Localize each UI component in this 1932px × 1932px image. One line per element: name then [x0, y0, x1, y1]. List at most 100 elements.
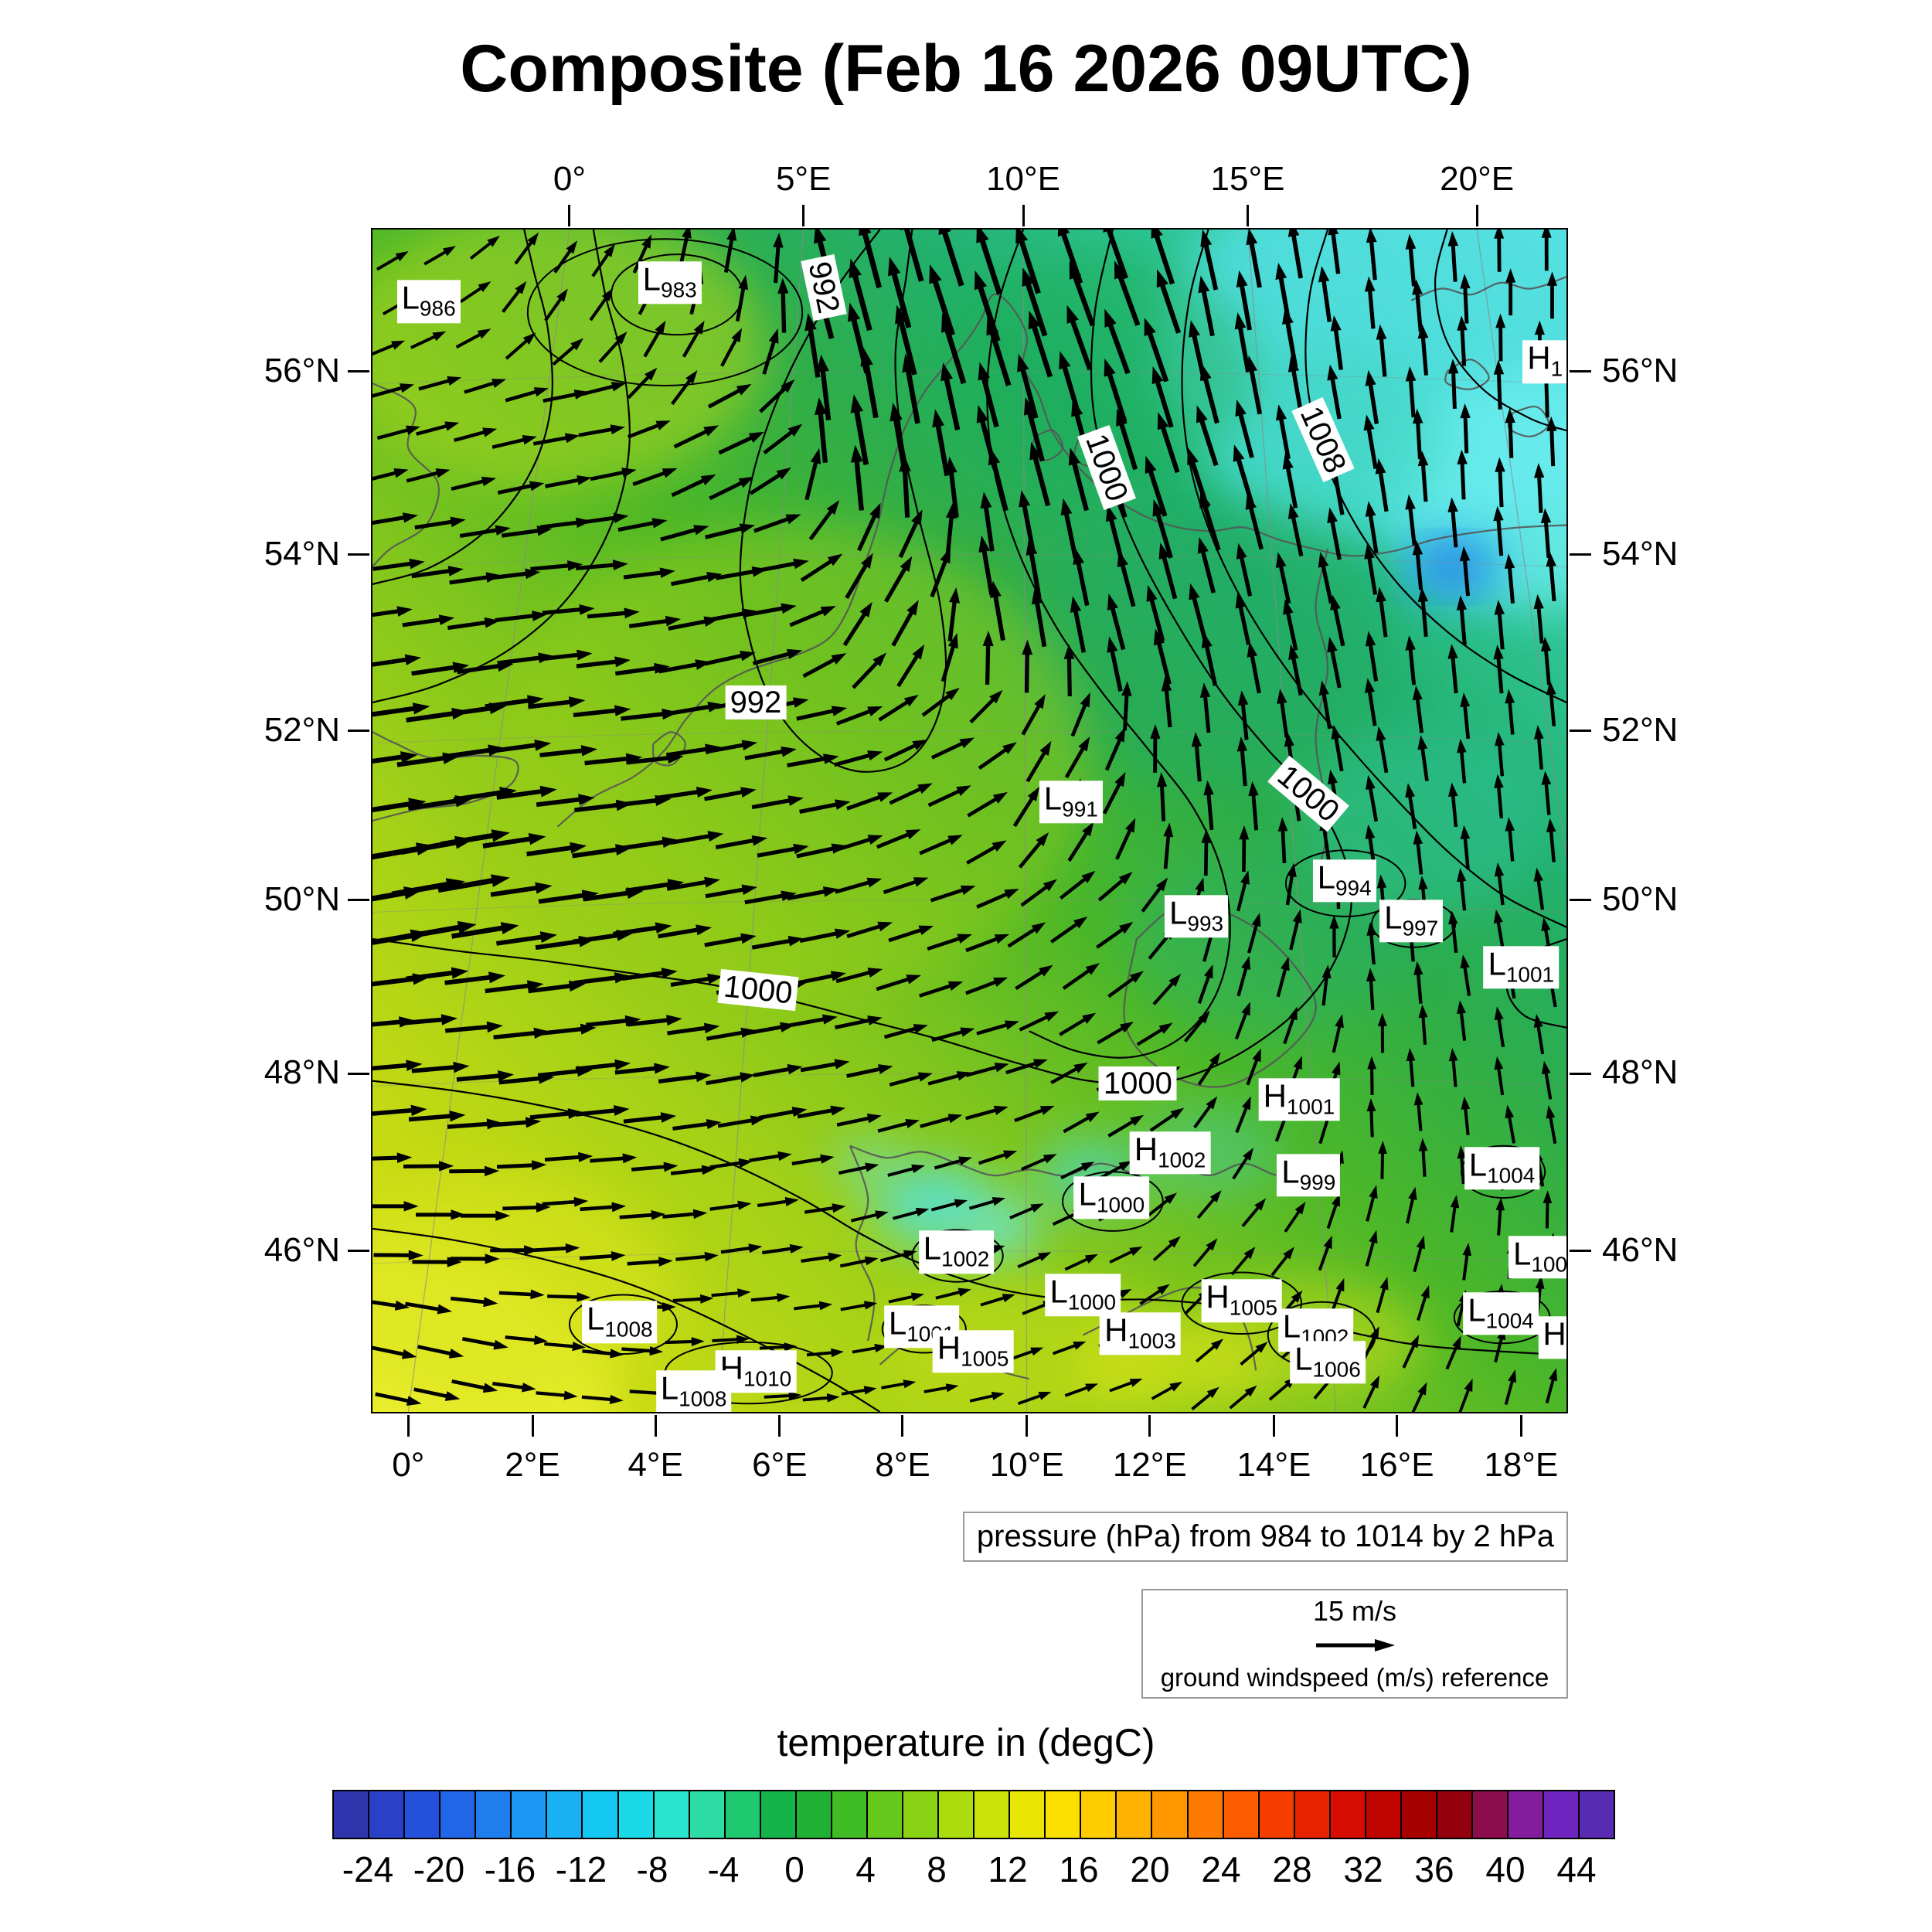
colorbar-cell: [1152, 1791, 1189, 1838]
lat-axis-label: 46°N: [1602, 1230, 1679, 1269]
colorbar-cell: [832, 1791, 868, 1838]
isobar-value-label: 1000: [1267, 755, 1350, 832]
pressure-center-label: L100: [1508, 1235, 1566, 1279]
colorbar-tick-label: 44: [1556, 1849, 1597, 1889]
axis-tick: [348, 1250, 369, 1253]
lon-axis-label: 5°E: [776, 160, 832, 198]
pressure-center-label: L994: [1312, 859, 1376, 903]
lat-axis-label: 56°N: [264, 351, 340, 389]
colorbar-cell: [512, 1791, 548, 1838]
axis-tick: [348, 1072, 369, 1075]
colorbar-cell: [1046, 1791, 1082, 1838]
pressure-center-label: H1001: [1258, 1078, 1340, 1121]
colorbar-tick-label: 8: [927, 1849, 947, 1889]
colorbar-cell: [796, 1791, 832, 1838]
colorbar-tick-label: 32: [1343, 1849, 1383, 1889]
isobar-layer: [372, 230, 1566, 1412]
colorbar-cell: [903, 1791, 940, 1838]
colorbar-cell: [1117, 1791, 1153, 1838]
colorbar-cell: [405, 1791, 441, 1838]
colorbar-tick-label: 12: [988, 1849, 1028, 1889]
colorbar-cell: [583, 1791, 619, 1838]
pressure-center-label: L993: [1165, 895, 1229, 938]
axis-tick: [654, 1415, 657, 1437]
lat-axis-label: 54°N: [264, 534, 340, 573]
lon-axis-label: 12°E: [1112, 1446, 1187, 1484]
pressure-center-label: L1002: [918, 1230, 995, 1274]
colorbar-cell: [1366, 1791, 1402, 1838]
lon-axis-label: 10°E: [986, 160, 1060, 198]
colorbar-cell: [1401, 1791, 1437, 1838]
colorbar-tick-label: -20: [413, 1849, 465, 1889]
lon-axis-label: 20°E: [1440, 160, 1515, 198]
axis-tick: [1570, 1250, 1591, 1253]
axis-tick: [1026, 1415, 1029, 1437]
axis-tick: [1570, 730, 1591, 733]
lon-axis-label: 16°E: [1359, 1446, 1434, 1484]
axis-tick: [1570, 1072, 1591, 1075]
colorbar-cell: [867, 1791, 903, 1838]
colorbar-tick-label: 16: [1059, 1849, 1099, 1889]
axis-tick: [802, 205, 805, 226]
pressure-center-label: H1: [1522, 340, 1566, 384]
pressure-range-caption: pressure (hPa) from 984 to 1014 by 2 hPa: [962, 1512, 1568, 1562]
pressure-center-label: L1004: [1463, 1292, 1539, 1335]
wind-reference-speed: 15 m/s: [1312, 1595, 1397, 1627]
pressure-center-label: L1004: [1464, 1147, 1540, 1190]
pressure-center-label: L1006: [1290, 1341, 1366, 1384]
isobar-value-label: 1000: [1077, 424, 1137, 510]
axis-tick: [348, 553, 369, 556]
colorbar-title: temperature in (degC): [777, 1721, 1155, 1764]
colorbar-cell: [547, 1791, 583, 1838]
axis-tick: [406, 1415, 410, 1437]
colorbar-cell: [1473, 1791, 1509, 1838]
colorbar-cell: [1188, 1791, 1224, 1838]
colorbar-tick-label: -4: [707, 1849, 740, 1889]
pressure-center-label: L1001: [1483, 946, 1560, 989]
colorbar-cell: [975, 1791, 1011, 1838]
isobar-value-label: 1000: [1098, 1066, 1177, 1100]
colorbar-cell: [618, 1791, 655, 1838]
pressure-center-label: L997: [1379, 900, 1444, 943]
lon-axis-label: 4°E: [628, 1446, 683, 1484]
colorbar-cell: [1294, 1791, 1331, 1838]
pressure-center-label: H1003: [1100, 1312, 1181, 1355]
map-label-overlay: 992 1000 1008 992 1000 1000 1000 L986 L983 H1 L991…: [372, 230, 1566, 1412]
colorbar-tick-label: -16: [484, 1849, 536, 1889]
colorbar-tick-label: 28: [1272, 1849, 1312, 1889]
colorbar-tick-label: 24: [1201, 1849, 1241, 1889]
colorbar-tick-label: 40: [1485, 1849, 1526, 1889]
colorbar-cell: [1010, 1791, 1046, 1838]
pressure-center-label: L1000: [1045, 1273, 1121, 1317]
lat-axis-label: 54°N: [1602, 534, 1679, 573]
axis-tick: [348, 370, 369, 373]
colorbar-cell: [1223, 1791, 1260, 1838]
colorbar-cell: [689, 1791, 726, 1838]
colorbar-cell: [1330, 1791, 1366, 1838]
isobar-value-label: 992: [725, 685, 787, 719]
pressure-center-label: L999: [1277, 1154, 1341, 1197]
pressure-center-label: H1002: [1129, 1131, 1211, 1175]
isobar-value-label: 1008: [1291, 397, 1355, 483]
lon-axis-label: 14°E: [1236, 1446, 1311, 1484]
pressure-center-label: L983: [638, 261, 702, 304]
lon-axis-label: 6°E: [752, 1446, 808, 1484]
lon-axis-label: 18°E: [1484, 1446, 1559, 1484]
colorbar-cell: [334, 1791, 370, 1838]
colorbar-tick-label: 0: [784, 1849, 804, 1889]
axis-tick: [1396, 1415, 1399, 1437]
axis-tick: [1148, 1415, 1151, 1437]
lat-axis-label: 52°N: [1602, 710, 1679, 749]
pressure-center-label: L1008: [581, 1301, 658, 1344]
colorbar-cell: [725, 1791, 761, 1838]
pressure-center-label: L986: [396, 280, 461, 324]
lon-axis-label: 10°E: [989, 1446, 1064, 1484]
colorbar-tick-label: 20: [1130, 1849, 1170, 1889]
map-panel: 992 1000 1008 992 1000 1000 1000 L986 L983 H1 L991…: [371, 228, 1568, 1413]
lat-axis-label: 50°N: [264, 879, 340, 918]
pressure-center-label: H1005: [1201, 1279, 1283, 1322]
colorbar-cell: [476, 1791, 512, 1838]
pressure-center-label: L1008: [655, 1370, 732, 1412]
isobar-value-label: 1000: [717, 968, 799, 1011]
